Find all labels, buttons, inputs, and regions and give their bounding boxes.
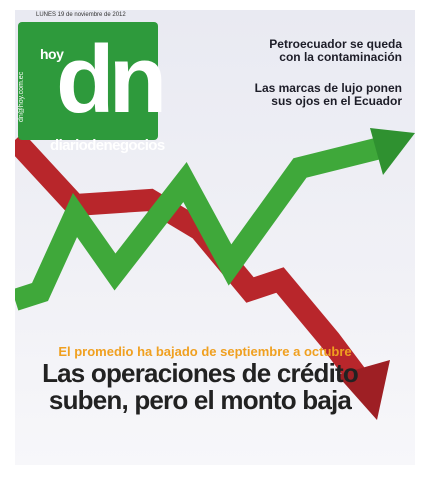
headline[interactable]: Las marcas de lujo ponen sus ojos en el … — [255, 82, 402, 108]
email: dn@hoy.com.ec — [18, 71, 25, 122]
green-arrowhead — [370, 128, 415, 175]
title-line: suben, pero el monto baja — [48, 385, 352, 415]
logo-box: hoy dn dn@hoy.com.ec diariodenegocios — [18, 22, 167, 154]
logo-hoy: hoy — [40, 46, 64, 62]
main-title[interactable]: Las operaciones de crédito suben, pero e… — [0, 360, 400, 414]
arrows-illustration — [15, 128, 415, 420]
headline-line: con la contaminación — [279, 50, 402, 64]
red-arrowhead — [337, 360, 390, 420]
kicker: El promedio ha bajado de septiembre a oc… — [58, 344, 352, 359]
logo-dn: dn — [56, 26, 167, 133]
headline-line: sus ojos en el Ecuador — [271, 94, 402, 108]
brand: diariodenegocios — [50, 137, 165, 154]
date: LUNES 19 de noviembre de 2012 — [36, 12, 126, 18]
headline-line: Las marcas de lujo ponen — [254, 81, 402, 95]
headline-line: Petroecuador se queda — [269, 37, 402, 51]
title-line: Las operaciones de crédito — [42, 358, 359, 388]
green-arrow — [15, 137, 383, 311]
headline[interactable]: Petroecuador se queda con la contaminaci… — [269, 38, 402, 64]
